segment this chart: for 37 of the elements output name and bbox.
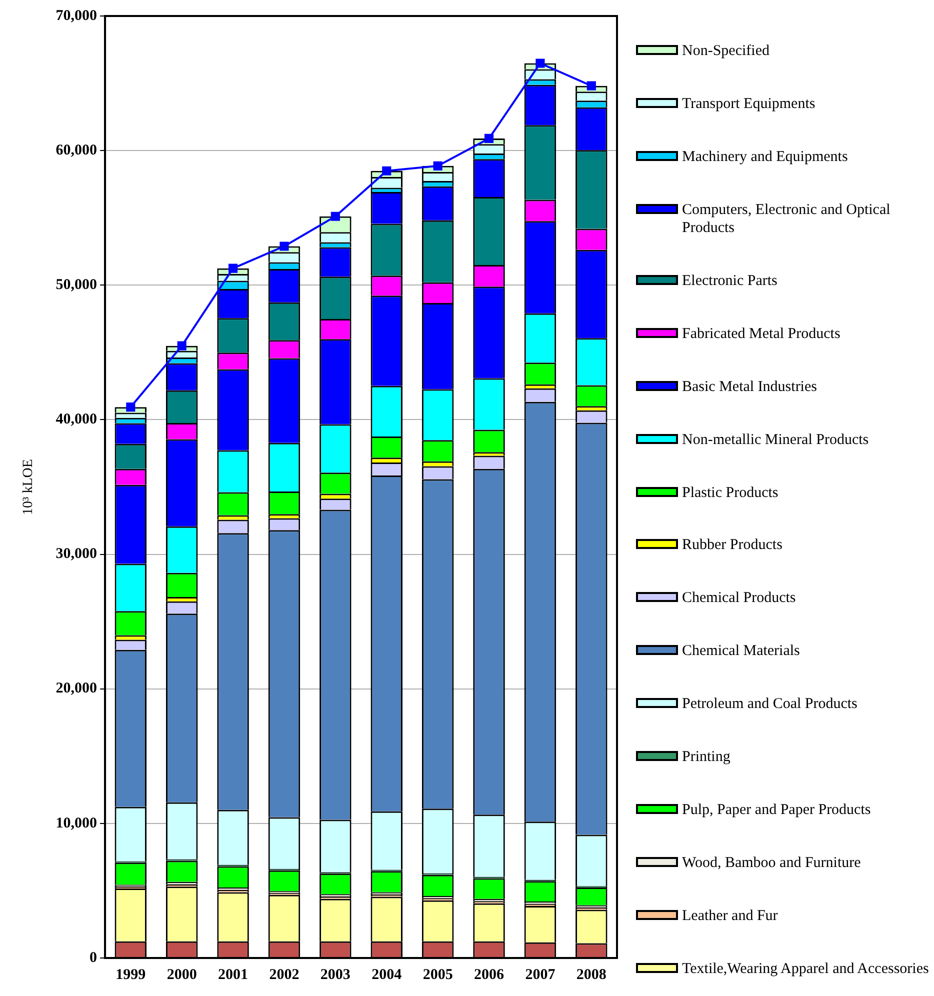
y-tick-label: 10,000 [56,815,98,832]
x-tick-label: 2008 [576,966,606,983]
y-tick-label: 40,000 [56,412,98,428]
legend-label: Rubber Products [682,536,782,554]
legend-label: Basic Metal Industries [682,378,817,396]
x-tick-label: 2006 [474,966,505,983]
x-tick-label: 1999 [116,966,146,983]
legend-label: Pulp, Paper and Paper Products [682,801,871,820]
legend-label: Petroleum and Coal Products [682,695,858,714]
x-tick-label: 2000 [166,966,197,983]
x-tick-label: 2003 [320,966,350,983]
y-tick-label: 60,000 [56,142,98,158]
legend-label: Non-metallic Mineral Products [682,430,869,449]
legend-label: Wood, Bamboo and Furniture [682,854,861,872]
legend-label: Printing [682,748,730,766]
legend-label: Textile,Wearing Apparel and Accessories [682,960,929,978]
x-tick-label: 2001 [218,966,248,983]
y-tick-label: 0 [90,950,98,966]
legend-label: Transport Equipments [682,94,816,113]
legend-label: Chemical Products [682,589,796,608]
y-axis-title: 10³ kLOE [21,459,36,515]
x-tick-label: 2005 [422,966,453,983]
x-tick-label: 2002 [269,966,300,983]
legend-label: Leather and Fur [682,907,778,925]
x-tick-label: 2007 [525,966,556,983]
y-tick-label: 70,000 [56,8,98,24]
legend-label: Machinery and Equipments [682,148,848,166]
legend-label: Plastic Products [682,484,778,502]
legend-label: Non-Specified [682,42,770,60]
y-tick-label: 20,000 [56,680,98,697]
legend-label: Chemical Materials [682,642,800,660]
y-tick-label: 30,000 [56,546,98,562]
y-tick-label: 50,000 [56,277,98,294]
legend-label: Computers, Electronic and Optical Products [682,200,892,237]
x-tick-label: 2004 [372,966,402,983]
legend-label: Electronic Parts [682,272,778,290]
legend-label: Fabricated Metal Products [682,324,840,343]
